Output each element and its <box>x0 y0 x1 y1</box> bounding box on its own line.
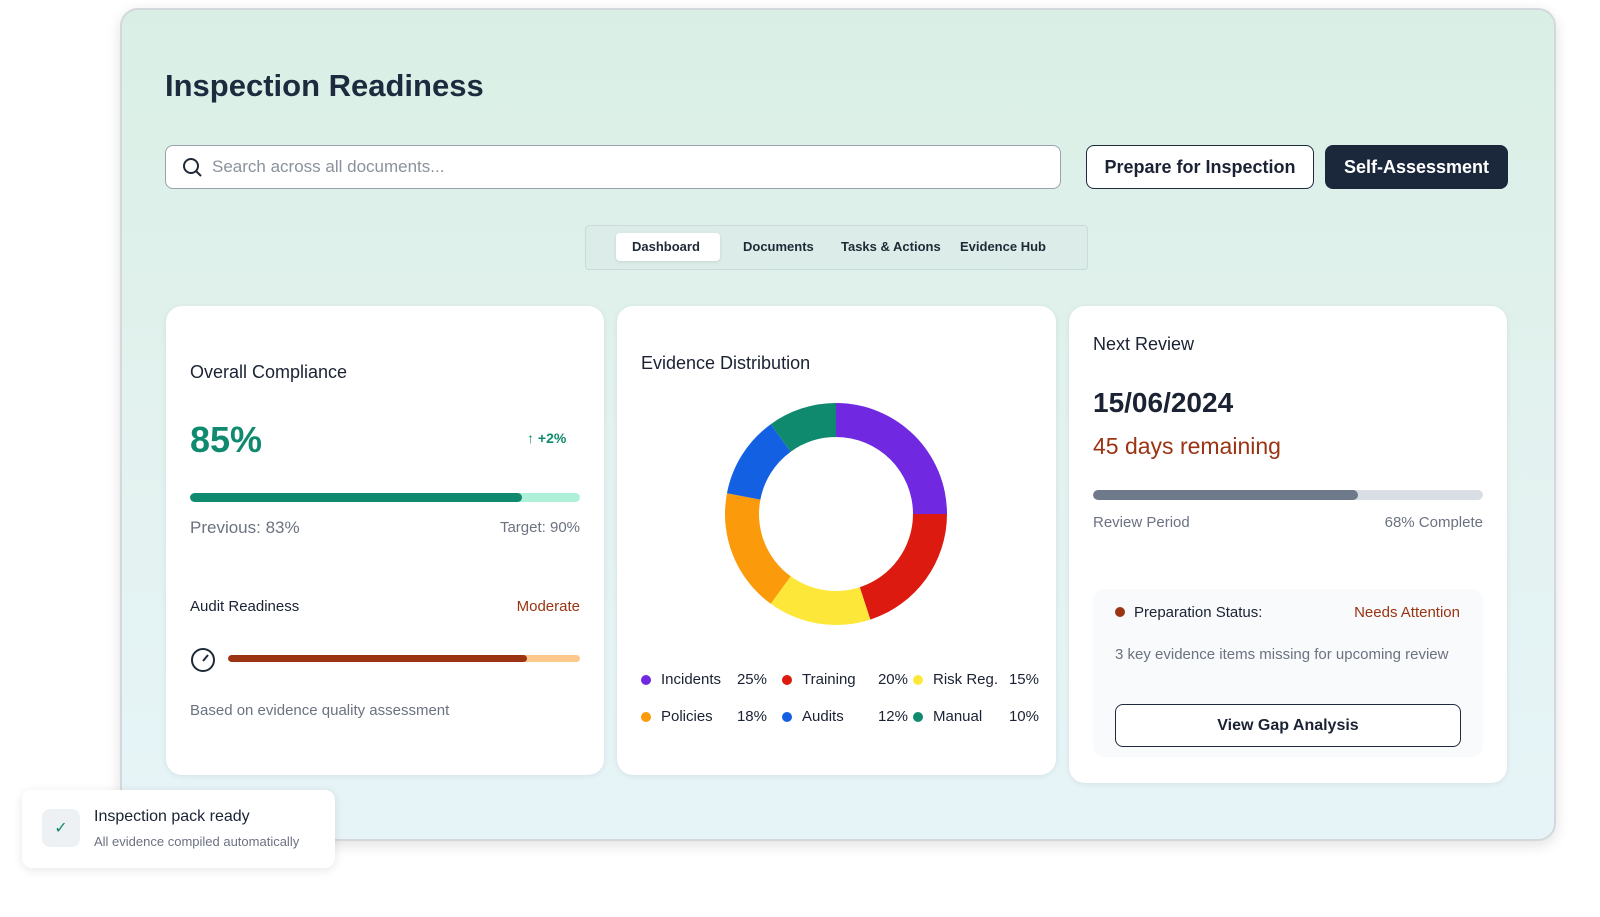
legend-value: 20% <box>877 671 908 688</box>
legend: Incidents 25% Training 20% Risk Reg. 15% Polic… <box>641 671 1039 725</box>
donut-segment <box>725 493 791 604</box>
tab[interactable]: Tasks & Actions <box>841 239 941 254</box>
review-bar <box>1093 490 1359 500</box>
audit-bar <box>228 655 528 662</box>
prepare-button[interactable]: Prepare for Inspection <box>1086 145 1314 189</box>
legend-value: 18% <box>736 708 767 725</box>
legend-dot <box>913 674 923 685</box>
legend-value: 12% <box>877 708 908 725</box>
previous: Previous: 83% <box>190 518 300 537</box>
compliance-value: 85% <box>190 419 263 460</box>
legend-label: Training <box>802 671 856 688</box>
donut-chart <box>725 403 947 625</box>
compliance-bar <box>190 493 522 502</box>
legend-label: Policies <box>661 708 713 725</box>
legend-item: Policies 18% <box>641 708 767 725</box>
gauge-icon <box>191 648 215 672</box>
compliance-track <box>190 493 580 502</box>
change-value: +2% <box>537 430 567 446</box>
review-date: 15/06/2024 <box>1093 387 1234 418</box>
legend-dot <box>641 711 651 722</box>
change: ↑ +2% <box>527 430 567 446</box>
active-tab-bg <box>616 233 720 261</box>
status-message: 3 key evidence items missing for upcomin… <box>1115 646 1449 663</box>
search-box[interactable]: Search across all documents... <box>165 145 1061 189</box>
legend-dot <box>913 711 923 722</box>
legend-dot <box>782 674 792 685</box>
audit-level: Moderate <box>516 598 580 615</box>
audit-title: Audit Readiness <box>190 598 300 615</box>
self-assessment-button[interactable]: Self-Assessment <box>1325 145 1508 189</box>
evidence-card <box>617 306 1056 775</box>
legend-label: Incidents <box>661 671 722 688</box>
legend-item: Audits 12% <box>782 708 908 725</box>
legend-dot <box>641 674 651 685</box>
donut-segment <box>836 403 947 514</box>
toast-message: All evidence compiled automatically <box>94 834 300 849</box>
search-icon <box>183 158 202 177</box>
status: Needs Attention <box>1354 604 1460 621</box>
period-label: Review Period <box>1093 514 1190 531</box>
card-title: Next Review <box>1093 334 1195 354</box>
legend-item: Manual 10% <box>913 708 1039 725</box>
donut-segment <box>770 576 871 625</box>
tab[interactable]: Documents <box>743 239 814 254</box>
review-track <box>1093 490 1483 500</box>
legend-dot <box>782 711 792 722</box>
card-title: Overall Compliance <box>190 362 348 382</box>
status-label: Preparation Status: <box>1134 604 1263 621</box>
legend-label: Risk Reg. <box>933 671 999 688</box>
legend-value: 10% <box>1008 708 1039 725</box>
audit-track <box>228 655 580 662</box>
review-percent: 68% Complete <box>1384 514 1483 531</box>
legend-item: Incidents 25% <box>641 671 767 688</box>
compliance-card <box>166 306 604 775</box>
card-title: Evidence Distribution <box>641 353 811 373</box>
toast: ✓ Inspection pack ready All evidence com… <box>22 790 335 868</box>
tab[interactable]: Dashboard <box>632 239 700 254</box>
gap-analysis-button[interactable]: View Gap Analysis <box>1115 704 1461 747</box>
donut-segment <box>859 514 947 620</box>
check-icon: ✓ <box>42 809 80 847</box>
note: Based on evidence quality assessment <box>190 702 450 719</box>
status-dot <box>1115 607 1125 617</box>
donut-segment <box>726 424 791 500</box>
page-title: Inspection Readiness <box>165 68 484 103</box>
legend-label: Manual <box>933 708 983 725</box>
search-placeholder: Search across all documents... <box>212 157 445 176</box>
legend-value: 25% <box>736 671 767 688</box>
tab[interactable]: Evidence Hub <box>960 239 1046 254</box>
legend-item: Training 20% <box>782 671 908 688</box>
legend-value: 15% <box>1008 671 1039 688</box>
legend-label: Audits <box>802 708 844 725</box>
toast-title: Inspection pack ready <box>94 808 250 825</box>
legend-item: Risk Reg. 15% <box>913 671 1039 688</box>
donut-segment <box>770 403 836 452</box>
target: Target: 90% <box>499 519 580 536</box>
remaining: 45 days remaining <box>1093 433 1281 459</box>
